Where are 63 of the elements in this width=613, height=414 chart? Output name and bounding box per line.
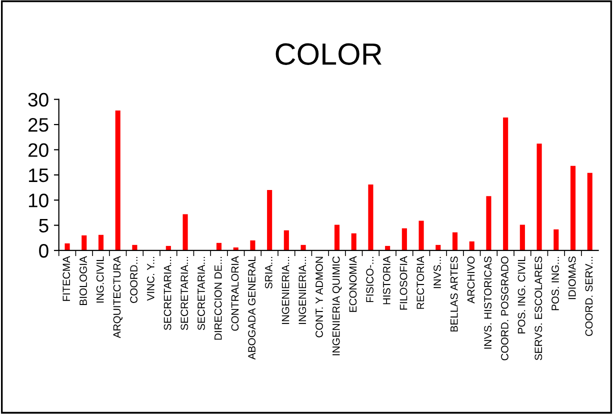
x-tick-label: CONT. Y ADMON xyxy=(316,256,323,338)
x-tick-label: POS. ING... xyxy=(552,256,559,310)
x-tick-label: BIOLOGIA xyxy=(80,256,87,305)
x-tick-label: COORD... xyxy=(130,256,138,303)
bar xyxy=(554,229,559,250)
x-tick-label: INGENIERIA... xyxy=(298,256,306,324)
x-tick-label: FILOSOFIA xyxy=(400,256,408,310)
x-tick-label: INVS... xyxy=(434,256,441,288)
y-tick-label: 25 xyxy=(28,118,48,132)
y-tick-label: 10 xyxy=(28,194,48,208)
x-tick-label: COORD. SERV... xyxy=(585,256,593,336)
bar xyxy=(587,172,592,250)
bar xyxy=(216,242,222,250)
y-tick-label: 15 xyxy=(28,168,48,182)
bar xyxy=(115,110,120,250)
x-tick-label: SECRETARIA... xyxy=(164,256,172,330)
bar xyxy=(418,220,424,250)
bar xyxy=(452,232,458,250)
x-tick-label: ECONOMIA xyxy=(349,256,357,312)
x-tick-label: BELLAS ARTES xyxy=(450,256,458,332)
bar xyxy=(536,144,542,250)
x-tick-label: SECRETARIA... xyxy=(180,256,188,330)
x-tick-label: INGENIERIA QUIMIC xyxy=(332,256,342,356)
bar xyxy=(402,228,407,250)
x-tick-label: SERVS. ESCOLARES xyxy=(534,256,542,360)
bar xyxy=(334,224,340,250)
x-tick-label: ABOGADA GENERAL xyxy=(248,256,256,360)
y-tick-label: 0 xyxy=(39,244,48,258)
bar xyxy=(351,233,356,250)
x-tick-label: INGENIERIA... xyxy=(282,256,290,324)
x-tick-label: DIRECCION DE... xyxy=(214,256,222,340)
bar xyxy=(368,184,374,250)
x-tick-label: RECTORIA xyxy=(416,256,424,309)
bar xyxy=(64,243,70,250)
x-tick-label: FISICO-... xyxy=(366,256,374,302)
bar xyxy=(570,166,576,250)
bar xyxy=(469,241,474,250)
x-tick-label: CONTRALORIA xyxy=(231,256,239,331)
x-tick-label: SECRETARIA... xyxy=(198,256,205,330)
x-tick-label: ING.CIVIL xyxy=(96,256,104,303)
x-tick-label: INVS. HISTORICAS xyxy=(484,256,492,349)
bar xyxy=(267,190,272,250)
x-tick-label: FITECMA xyxy=(62,256,70,301)
x-tick-label: ARCHIVO xyxy=(467,256,475,304)
x-tick-label: SRIA... xyxy=(264,256,272,289)
x-tick-label: COORD. POSGRADO xyxy=(500,256,508,360)
x-tick-label: POS. ING. CIVIL xyxy=(518,256,526,334)
x-tick-label: HISTORIA xyxy=(382,256,390,304)
y-tick-label: 30 xyxy=(28,92,48,107)
bar xyxy=(250,240,256,250)
bar xyxy=(82,235,87,250)
bar xyxy=(98,234,104,250)
chart-title: COLOR xyxy=(276,43,382,65)
x-tick-label: IDIOMAS xyxy=(568,256,576,300)
y-tick-label: 20 xyxy=(28,143,48,157)
bar xyxy=(486,196,492,250)
bar xyxy=(520,224,525,250)
bar xyxy=(284,230,289,250)
bar xyxy=(182,214,188,250)
bar xyxy=(503,117,508,250)
x-tick-label: ARQUITECTURA xyxy=(113,256,123,338)
y-tick-label: 5 xyxy=(39,218,48,233)
x-tick-label: VINC. Y... xyxy=(146,256,154,301)
